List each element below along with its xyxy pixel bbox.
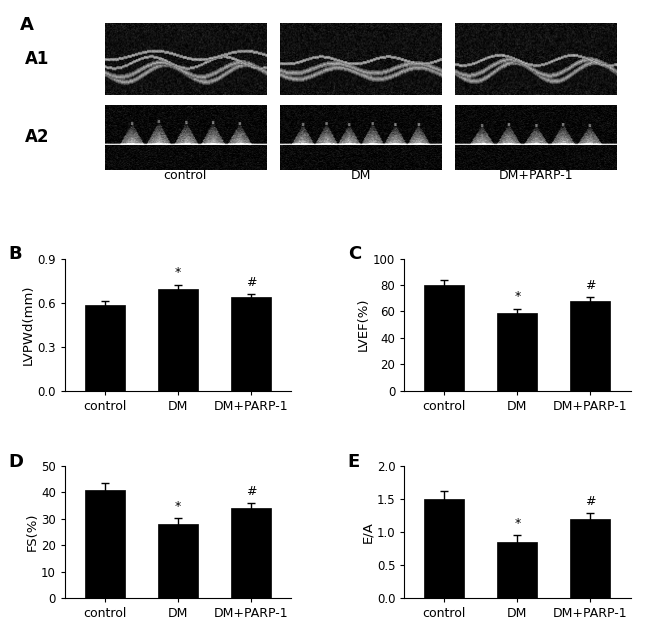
Text: B: B [8,246,22,264]
Bar [231,298,271,390]
Bar [85,305,125,390]
Y-axis label: E/A: E/A [361,521,374,543]
Bar [424,499,465,598]
Bar [85,490,125,598]
Text: #: # [585,279,595,292]
Bar [497,542,538,598]
Text: A: A [20,16,34,34]
Bar [231,508,271,598]
Text: A2: A2 [25,128,50,146]
Y-axis label: FS(%): FS(%) [25,512,38,551]
Text: #: # [585,494,595,507]
Bar [570,519,610,598]
Text: *: * [175,266,181,279]
Bar [424,285,465,390]
Text: D: D [8,453,23,471]
Text: E: E [348,453,360,471]
Bar [497,312,538,390]
Bar [570,301,610,390]
Text: *: * [514,517,521,530]
Text: *: * [175,500,181,513]
Text: *: * [514,291,521,303]
Text: A1: A1 [25,50,50,68]
Bar [158,289,198,390]
Text: control: control [164,168,207,181]
Y-axis label: LVEF(%): LVEF(%) [358,298,370,351]
Text: DM+PARP-1: DM+PARP-1 [499,168,573,181]
Text: #: # [246,276,256,289]
Text: DM: DM [350,168,370,181]
Text: C: C [348,246,361,264]
Bar [158,524,198,598]
Y-axis label: LVPWd(mm): LVPWd(mm) [21,284,34,365]
Text: #: # [246,485,256,498]
